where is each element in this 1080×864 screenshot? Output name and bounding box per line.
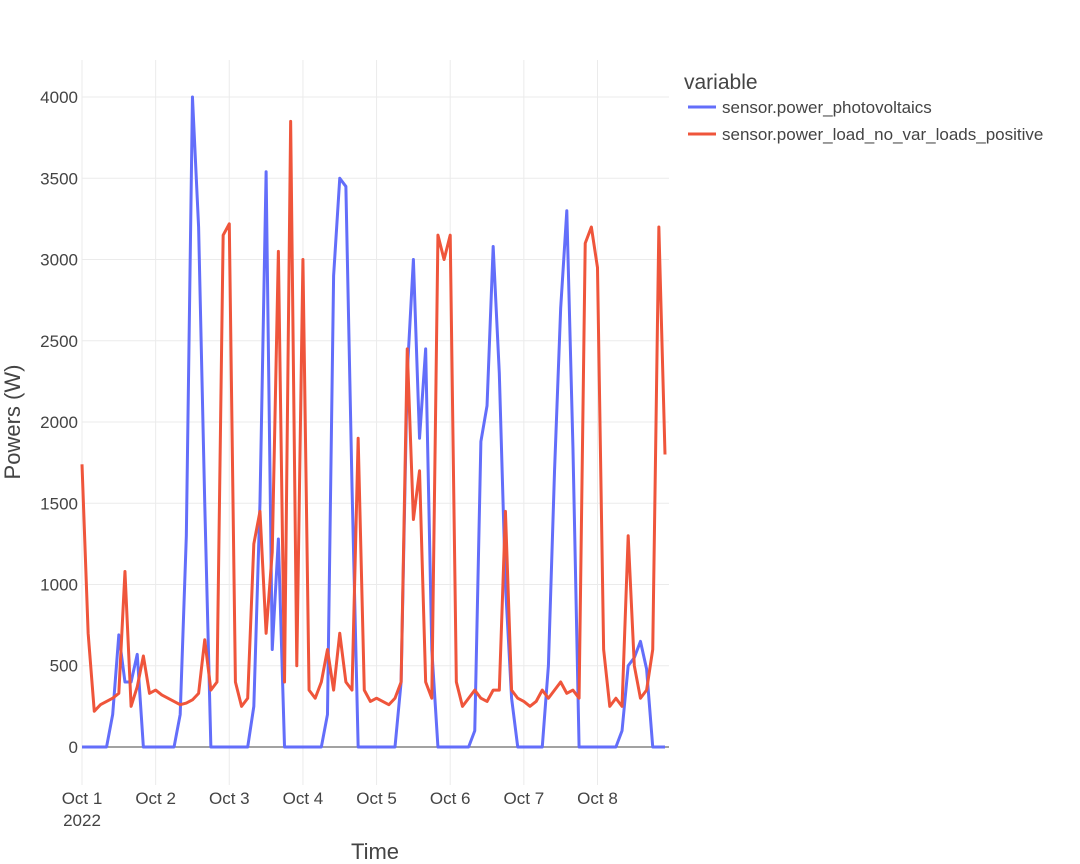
y-tick-label: 4000 <box>40 88 78 107</box>
x-tick-label: Oct 3 <box>209 789 250 808</box>
series-line <box>80 119 667 713</box>
y-tick-label: 2500 <box>40 332 78 351</box>
series-line <box>82 95 665 749</box>
y-tick-label: 1000 <box>40 575 78 594</box>
y-tick-label: 0 <box>69 738 78 757</box>
legend-label: sensor.power_load_no_var_loads_positive <box>722 125 1043 144</box>
legend-title: variable <box>684 71 758 94</box>
y-tick-label: 500 <box>50 657 78 676</box>
y-tick-label: 1500 <box>40 494 78 513</box>
legend-label: sensor.power_photovoltaics <box>722 98 932 117</box>
y-tick-label: 3500 <box>40 169 78 188</box>
x-tick-label: Oct 1 <box>62 789 103 808</box>
y-tick-label: 3000 <box>40 251 78 270</box>
x-axis-title: Time <box>351 839 399 864</box>
x-tick-label: Oct 5 <box>356 789 397 808</box>
y-axis-title: Powers (W) <box>0 365 25 480</box>
x-tick-label: Oct 4 <box>283 789 324 808</box>
x-tick-label: Oct 7 <box>504 789 545 808</box>
x-tick-label: Oct 6 <box>430 789 471 808</box>
x-tick-label: Oct 8 <box>577 789 618 808</box>
y-tick-label: 2000 <box>40 413 78 432</box>
x-tick-sublabel: 2022 <box>63 811 101 830</box>
x-tick-label: Oct 2 <box>135 789 176 808</box>
